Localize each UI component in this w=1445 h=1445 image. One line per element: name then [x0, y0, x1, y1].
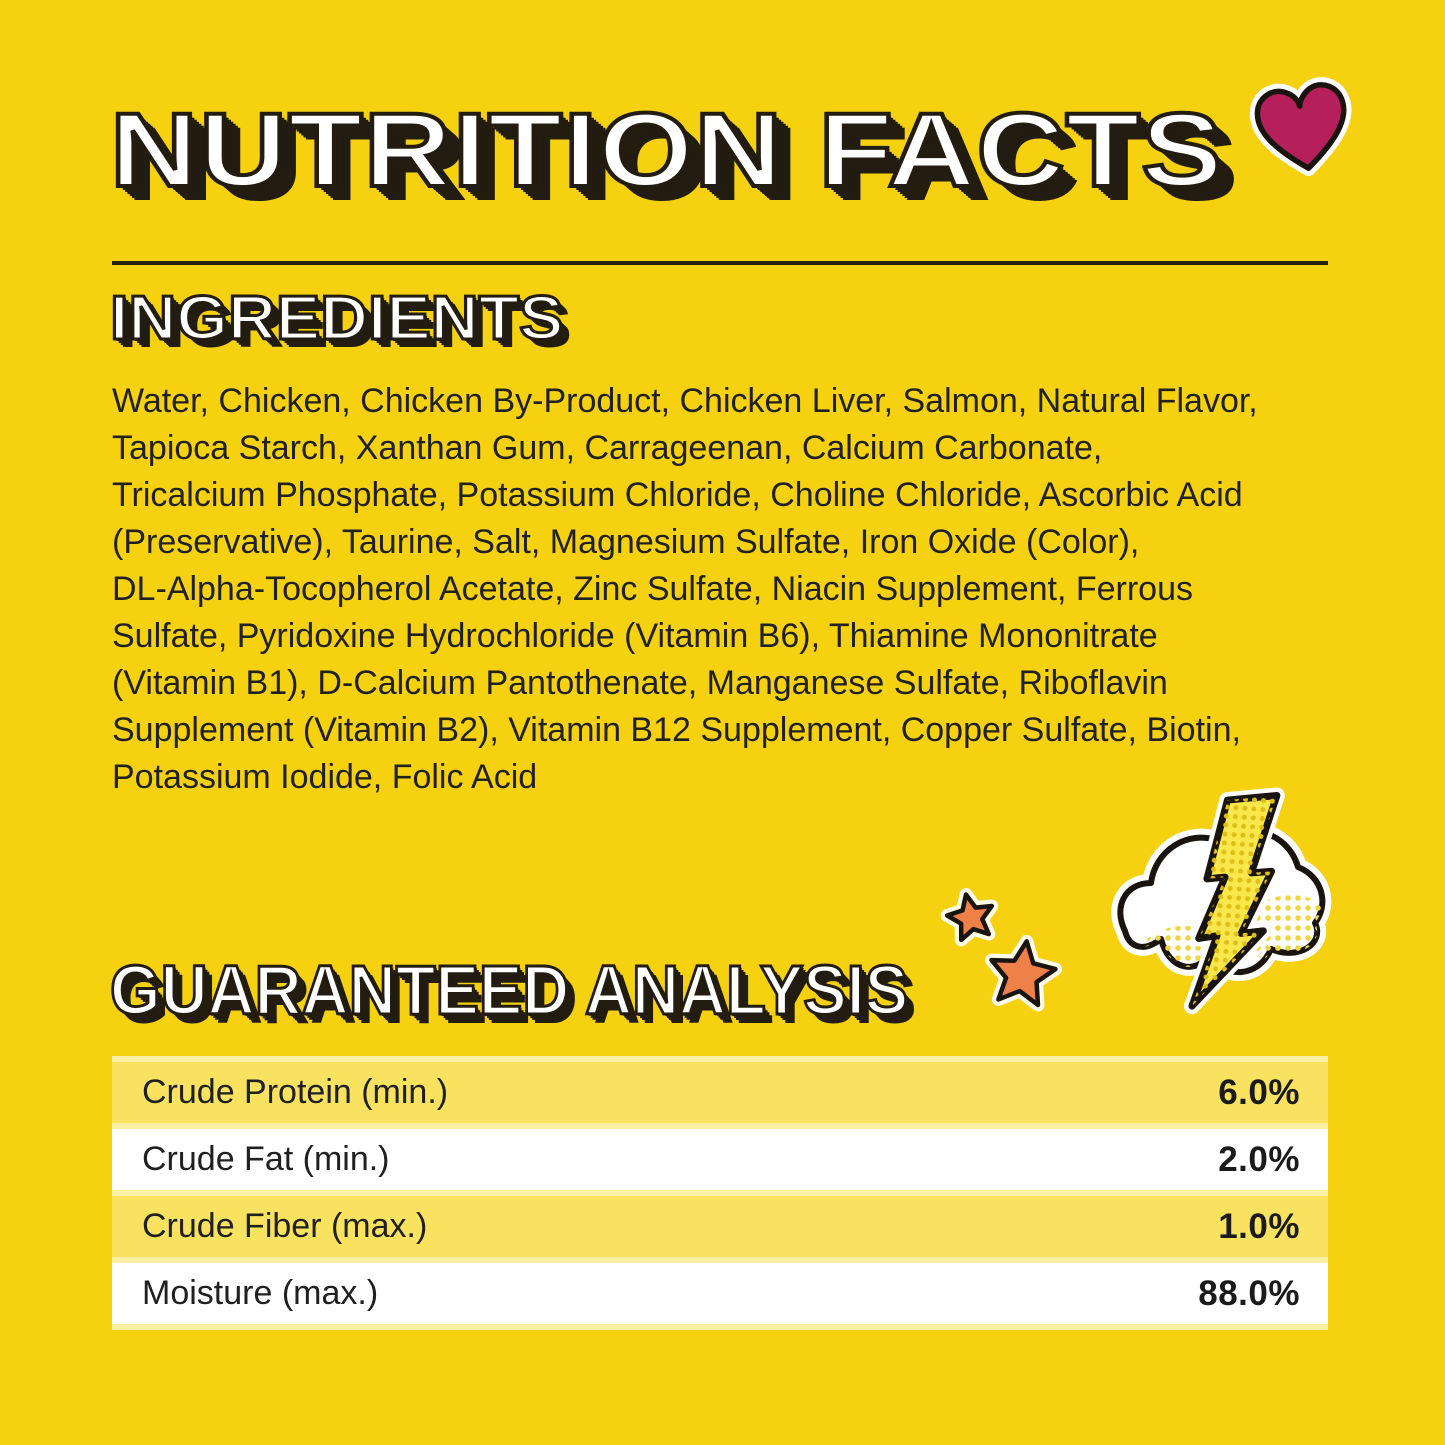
row-value: 1.0% — [1218, 1206, 1300, 1246]
analysis-table: Crude Protein (min.) 6.0% Crude Fat (min… — [112, 1056, 1328, 1330]
row-label: Crude Protein (min.) — [142, 1073, 449, 1111]
row-label: Crude Fat (min.) — [142, 1140, 390, 1178]
table-row: Crude Fat (min.) 2.0% — [112, 1129, 1328, 1190]
ingredient-line: DL-Alpha-Tocopherol Acetate, Zinc Sulfat… — [112, 570, 1193, 608]
page-title: NUTRITION FACTS — [108, 92, 1225, 209]
row-label: Crude Fiber (max.) — [142, 1207, 428, 1245]
stars-icon — [940, 888, 1062, 1012]
table-row: Moisture (max.) 88.0% — [112, 1263, 1328, 1324]
heart-icon — [1249, 77, 1352, 176]
ingredient-line: (Preservative), Taurine, Salt, Magnesium… — [112, 523, 1140, 561]
ingredient-line: (Vitamin B1), D-Calcium Pantothenate, Ma… — [112, 664, 1168, 702]
row-value: 2.0% — [1218, 1139, 1300, 1179]
ingredients-text: Water, Chicken, Chicken By-Product, Chic… — [112, 378, 1352, 801]
ingredient-line: Water, Chicken, Chicken By-Product, Chic… — [112, 382, 1258, 420]
ingredient-line: Potassium Iodide, Folic Acid — [112, 758, 538, 796]
section-divider — [112, 261, 1328, 265]
ingredients-heading: INGREDIENTS — [108, 284, 565, 353]
ingredient-line: Tricalcium Phosphate, Potassium Chloride… — [112, 476, 1243, 514]
ingredient-line: Tapioca Starch, Xanthan Gum, Carrageenan… — [112, 429, 1103, 467]
table-row: Crude Fiber (max.) 1.0% — [112, 1196, 1328, 1257]
cloud-lightning-icon — [1093, 783, 1345, 1035]
ingredient-line: Supplement (Vitamin B2), Vitamin B12 Sup… — [112, 711, 1241, 749]
table-row: Crude Protein (min.) 6.0% — [112, 1062, 1328, 1123]
row-label: Moisture (max.) — [142, 1274, 379, 1312]
guaranteed-analysis-heading: GUARANTEED ANALYSIS — [109, 951, 910, 1029]
row-value: 88.0% — [1198, 1273, 1300, 1313]
ingredient-line: Sulfate, Pyridoxine Hydrochloride (Vitam… — [112, 617, 1158, 655]
row-value: 6.0% — [1218, 1072, 1300, 1112]
